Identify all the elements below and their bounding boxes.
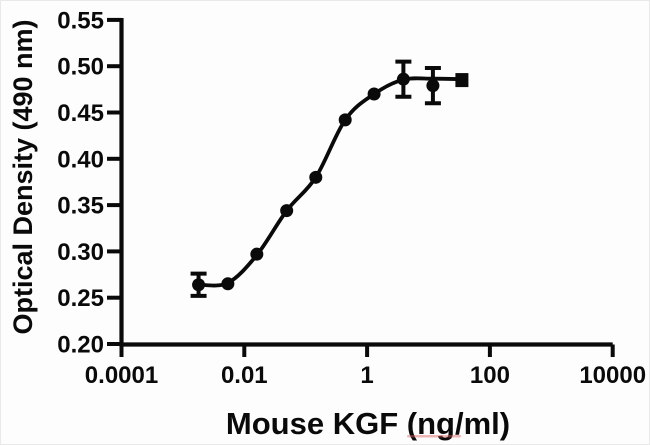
data-point-marker <box>426 79 440 93</box>
x-axis-title: Mouse KGF (ng/ml) <box>226 406 510 441</box>
x-tick-label: 0.01 <box>221 362 268 389</box>
x-tick-label: 0.0001 <box>85 362 158 389</box>
data-point-marker <box>455 73 469 88</box>
data-point-marker <box>396 72 410 86</box>
x-tick-label: 100 <box>470 362 510 389</box>
x-tick-label: 10000 <box>579 362 646 389</box>
y-tick-label: 0.20 <box>57 332 104 359</box>
y-tick-label: 0.50 <box>57 54 104 81</box>
y-tick-label: 0.30 <box>57 239 104 266</box>
data-point-marker <box>309 170 323 184</box>
spellcheck-underline <box>407 435 461 438</box>
data-point-marker <box>221 277 235 291</box>
y-tick-label: 0.40 <box>57 146 104 173</box>
x-tick-label: 1 <box>360 362 373 389</box>
y-tick-label: 0.45 <box>57 100 104 127</box>
data-point-marker <box>280 204 294 218</box>
data-point-marker <box>192 278 206 292</box>
tick-labels: 0.20 0.25 0.30 0.35 0.40 0.45 0.50 0.55 0.0001 0.… <box>57 7 646 389</box>
y-tick-label: 0.35 <box>57 193 104 220</box>
fit-curve-path <box>198 76 462 288</box>
data-point-marker <box>367 87 381 101</box>
fit-curve <box>198 76 462 288</box>
data-point-marker <box>338 113 352 127</box>
y-axis-title: Optical Density (490 nm) <box>8 19 38 334</box>
data-point-marker <box>250 247 264 261</box>
y-tick-label: 0.25 <box>57 285 104 312</box>
y-tick-label: 0.55 <box>57 7 104 34</box>
data-points <box>190 59 469 298</box>
axes <box>107 17 615 357</box>
